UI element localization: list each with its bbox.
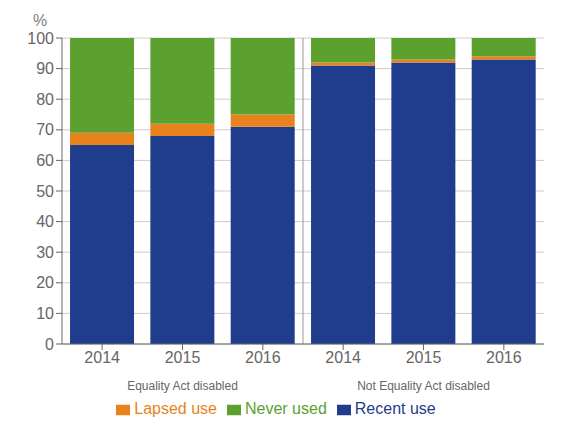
- svg-text:10: 10: [36, 305, 54, 322]
- svg-text:2015: 2015: [406, 349, 442, 366]
- svg-text:Equality Act disabled: Equality Act disabled: [127, 379, 238, 393]
- svg-text:2015: 2015: [165, 349, 201, 366]
- svg-text:60: 60: [36, 152, 54, 169]
- svg-text:70: 70: [36, 121, 54, 138]
- svg-text:30: 30: [36, 244, 54, 261]
- svg-text:%: %: [33, 12, 47, 29]
- svg-text:2014: 2014: [325, 349, 361, 366]
- svg-text:80: 80: [36, 91, 54, 108]
- svg-text:20: 20: [36, 274, 54, 291]
- svg-text:2016: 2016: [245, 349, 281, 366]
- svg-text:2014: 2014: [84, 349, 120, 366]
- svg-text:100: 100: [27, 30, 54, 47]
- svg-text:40: 40: [36, 213, 54, 230]
- svg-text:0: 0: [45, 336, 54, 353]
- html-text:Never used: Never used: [245, 400, 327, 417]
- svg-text:Not Equality Act disabled: Not Equality Act disabled: [357, 379, 490, 393]
- svg-text:50: 50: [36, 183, 54, 200]
- svg-text:2016: 2016: [486, 349, 522, 366]
- html-text:Lapsed use: Lapsed use: [134, 400, 217, 417]
- html-text:Recent use: Recent use: [354, 400, 436, 417]
- svg-text:90: 90: [36, 60, 54, 77]
